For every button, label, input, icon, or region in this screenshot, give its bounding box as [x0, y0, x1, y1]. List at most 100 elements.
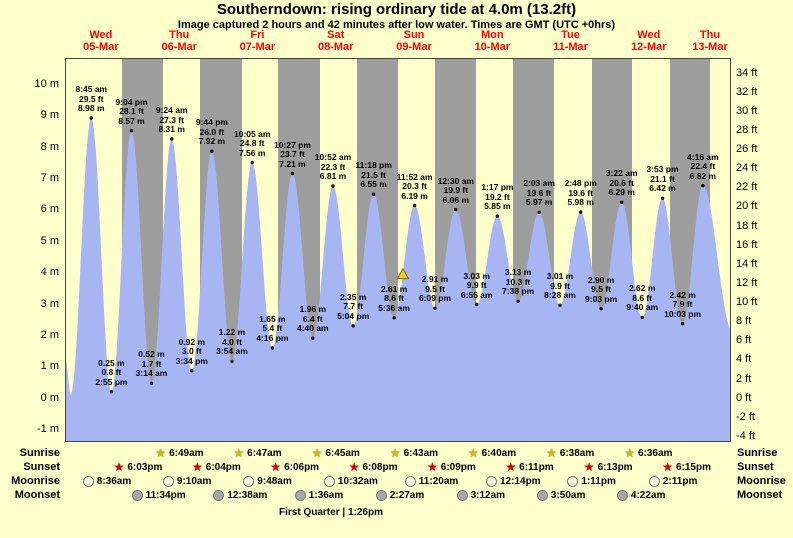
moonset-event: 2:27am — [375, 489, 424, 502]
tide-high-dot — [129, 129, 134, 133]
sunset-icon: ★ — [505, 460, 517, 474]
sunrise-icon: ★ — [233, 446, 245, 460]
tide-low-dot — [433, 306, 437, 310]
moonrise-event: 12:14pm — [486, 475, 541, 488]
tide-low-dot — [640, 315, 644, 320]
day-label: Thu 13-Mar — [692, 29, 728, 53]
y-axis-label-m: 7 m — [40, 172, 59, 185]
tide-low-dot — [392, 316, 396, 320]
day-label: Fri 07-Mar — [239, 29, 276, 53]
tide-low-dot — [351, 324, 355, 328]
moonrise-time: 2:11pm — [662, 476, 698, 487]
y-axis-label-ft: 4 ft — [736, 353, 752, 366]
moonrise-icon — [82, 476, 94, 487]
moonrise-event: 1:11pm — [567, 475, 616, 488]
y-axis-label-ft: 10 ft — [736, 296, 758, 308]
moonset-event: 11:34pm — [131, 489, 186, 502]
moon-phase-note: First Quarter | 1:26pm — [279, 507, 383, 518]
moonrise-icon — [162, 476, 174, 487]
tide-plot-area: 8:45 am 29.5 ft 8.98 m 0.25 m 0.8 ft 2:55 pm 9… — [65, 58, 731, 442]
row-label-sunrise-right: Sunrise — [737, 447, 778, 459]
sunset-event: ★ 6:09pm — [427, 461, 476, 474]
tide-high-dot — [331, 184, 335, 188]
y-axis-label-ft: 24 ft — [736, 162, 758, 175]
tide-low-label: 2.35 m 7.7 ft 5:04 pm — [337, 291, 370, 321]
moonrise-icon — [323, 476, 335, 487]
y-axis-label-m: 2 m — [40, 328, 59, 341]
tide-low-label: 2.91 m 9.5 ft 6:09 pm — [418, 274, 452, 304]
moonrise-event: 9:48am — [243, 475, 292, 488]
tide-high-dot — [170, 137, 174, 141]
tide-high-label: 3:22 am 20.6 ft 6.29 m — [605, 168, 638, 198]
moonset-event: 4:22am — [616, 489, 665, 502]
moonrise-event: 2:11pm — [648, 475, 698, 488]
tide-high-label: 10:27 pm 23.7 ft 7.21 m — [274, 139, 311, 169]
y-axis-label-m: 6 m — [40, 203, 59, 216]
current-tide-marker-icon — [396, 267, 410, 280]
tide-high-label: 4:16 am 22.4 ft 6.82 m — [687, 151, 719, 181]
y-axis-label-m: 4 m — [40, 266, 59, 279]
tide-low-dot — [149, 381, 154, 385]
tide-low-label: 3.03 m 9.9 ft 6:55 am — [460, 270, 493, 300]
row-label-moonrise-left: Moonrise — [11, 475, 60, 487]
y-axis-label-m: 8 m — [40, 140, 59, 153]
page-subtitle: Image captured 2 hours and 42 minutes af… — [177, 19, 616, 31]
tide-high-label: 10:05 am 24.8 ft 7.56 m — [233, 128, 271, 158]
sunset-event: ★ 6:04pm — [192, 461, 241, 474]
row-label-moonset-left: Moonset — [14, 489, 60, 501]
y-axis-label-m: -1 m — [37, 423, 59, 435]
tide-high-dot — [620, 200, 624, 204]
sunset-icon: ★ — [583, 460, 595, 474]
tide-low-dot — [475, 302, 479, 307]
tide-low-dot — [109, 390, 114, 394]
row-label-moonset-right: Moonset — [737, 489, 783, 501]
row-label-sunset-left: Sunset — [23, 461, 60, 473]
sunrise-event: ★ 6:40am — [468, 447, 516, 460]
sunset-time: 6:09pm — [440, 462, 476, 473]
y-axis-label-ft: 12 ft — [736, 276, 758, 289]
tide-high-dot — [412, 203, 417, 208]
tide-high-label: 11:52 am 20.3 ft 6.19 m — [396, 171, 433, 201]
y-axis-label-ft: 6 ft — [736, 334, 752, 347]
tide-low-dot — [190, 369, 194, 373]
tide-low-label: 2.90 m 9.5 ft 9:03 pm — [585, 274, 618, 304]
moonset-event: 12:38am — [213, 489, 267, 502]
tide-low-dot — [270, 346, 275, 350]
moonset-icon — [456, 490, 468, 501]
page-title: Southerndown: rising ordinary tide at 4.… — [216, 1, 577, 18]
sunrise-icon: ★ — [155, 446, 167, 460]
sunset-time: 6:15pm — [675, 462, 711, 473]
tide-high-label: 10:52 am 22.3 ft 6.81 m — [314, 152, 352, 181]
sunrise-event: ★ 6:49am — [155, 447, 203, 460]
day-label: Wed 12-Mar — [631, 29, 667, 53]
tide-area — [66, 118, 730, 441]
tide-high-dot — [89, 116, 93, 120]
moonset-icon — [294, 490, 306, 501]
sunset-event: ★ 6:08pm — [349, 461, 398, 474]
tide-low-label: 1.96 m 6.4 ft 4:40 am — [296, 304, 329, 334]
y-axis-label-ft: 32 ft — [736, 85, 758, 98]
sunrise-time: 6:49am — [169, 448, 204, 459]
moonset-time: 11:34pm — [145, 490, 186, 501]
sunrise-icon: ★ — [311, 446, 323, 460]
moonrise-time: 1:11pm — [581, 476, 616, 487]
y-axis-label-ft: 34 ft — [736, 66, 758, 79]
tide-low-dot — [680, 322, 685, 326]
tide-high-dot — [371, 192, 376, 196]
moonrise-time: 8:36am — [96, 476, 132, 487]
tide-high-dot — [537, 210, 541, 215]
tide-high-label: 1:17 pm 19.2 ft 5.85 m — [481, 182, 514, 212]
day-label: Tue 11-Mar — [553, 29, 588, 53]
y-axis-label-ft: 14 ft — [736, 257, 758, 270]
sunrise-icon: ★ — [624, 446, 635, 460]
sunset-icon: ★ — [427, 460, 438, 474]
tide-high-dot — [454, 207, 458, 212]
y-axis-label-ft: 28 ft — [736, 124, 758, 136]
row-label-sunrise-left: Sunrise — [19, 447, 60, 459]
sunset-time: 6:13pm — [597, 462, 633, 473]
day-label: Mon 10-Mar — [474, 29, 511, 53]
sunrise-icon: ★ — [546, 446, 557, 460]
moonrise-time: 12:14pm — [500, 476, 541, 487]
moonset-icon — [616, 490, 628, 501]
